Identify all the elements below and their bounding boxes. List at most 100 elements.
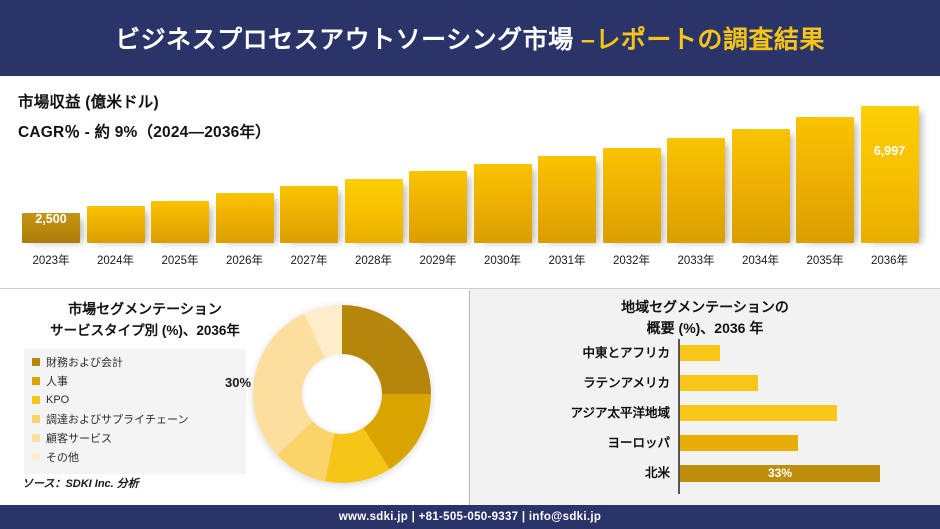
regional-category-label: ヨーロッパ bbox=[607, 436, 670, 450]
revenue-x-axis-label: 2035年 bbox=[806, 255, 844, 267]
page-title: ビジネスプロセスアウトソーシング市場 –レポートの調査結果 bbox=[115, 20, 825, 56]
revenue-bar-column: 2026年 bbox=[215, 193, 274, 267]
regional-bar bbox=[680, 435, 798, 451]
legend-item: 人事 bbox=[32, 373, 240, 389]
revenue-bar bbox=[344, 179, 403, 243]
revenue-bar-column: 2035年 bbox=[796, 117, 854, 267]
segmentation-title-line1: 市場セグメンテーション bbox=[68, 301, 222, 317]
legend-item-label: 調達およびサプライチェーン bbox=[46, 414, 189, 426]
legend-swatch-icon bbox=[32, 453, 40, 461]
regional-bar bbox=[680, 345, 720, 361]
revenue-title-block: 市場収益 (億米ドル) CAGR％ - 約 9%（2024―2036年） bbox=[18, 90, 271, 142]
revenue-chart-title: 市場収益 (億米ドル) bbox=[18, 94, 159, 111]
regional-title-line2: 概要 (%)、2036 年 bbox=[646, 320, 764, 336]
revenue-bar-plot: 2,500 2023年 2024年 2025年 2026年 2027年 2028年 2029年… bbox=[22, 106, 920, 267]
revenue-bar-column: 2032年 bbox=[602, 148, 661, 267]
regional-bar-row: 中東とアフリカ bbox=[470, 339, 940, 367]
revenue-x-axis-label: 2033年 bbox=[677, 255, 715, 267]
regional-category-label: 中東とアフリカ bbox=[582, 346, 670, 360]
revenue-bar-column: 2025年 bbox=[151, 201, 209, 267]
revenue-bar bbox=[667, 138, 725, 243]
revenue-x-axis-label: 2034年 bbox=[741, 255, 780, 267]
legend-item: 調達およびサプライチェーン bbox=[32, 411, 240, 427]
legend-swatch-icon bbox=[32, 358, 40, 366]
revenue-x-axis-label: 2029年 bbox=[419, 255, 457, 267]
revenue-x-axis-label: 2032年 bbox=[612, 255, 651, 267]
donut-callout-value: 30% bbox=[224, 375, 252, 390]
legend-swatch-icon bbox=[32, 396, 40, 404]
revenue-bar: 2,500 bbox=[22, 212, 80, 243]
page-title-accent: –レポートの調査結果 bbox=[581, 26, 825, 54]
revenue-x-axis-label: 2025年 bbox=[161, 255, 199, 267]
revenue-bar: 6,997 bbox=[860, 106, 919, 243]
legend-item-label: 人事 bbox=[46, 376, 68, 388]
revenue-x-axis-label: 2024年 bbox=[96, 255, 135, 267]
revenue-x-axis-label: 2036年 bbox=[870, 255, 909, 267]
regional-category-label: ラテンアメリカ bbox=[583, 376, 670, 390]
revenue-bar bbox=[538, 156, 596, 243]
revenue-x-axis-label: 2028年 bbox=[354, 255, 393, 267]
revenue-bar bbox=[409, 171, 467, 243]
legend-item: その他 bbox=[32, 449, 240, 465]
revenue-x-axis-label: 2023年 bbox=[32, 255, 70, 267]
revenue-bar-column: 2033年 bbox=[667, 138, 725, 267]
segmentation-donut-chart: 30% bbox=[225, 305, 431, 483]
regional-bar bbox=[680, 405, 837, 421]
regional-bar-row: アジア太平洋地域 bbox=[470, 399, 940, 427]
legend-item: KPO bbox=[32, 392, 240, 408]
revenue-bar-column: 2030年 bbox=[473, 164, 532, 267]
source-note: ソース：SDKI Inc. 分析 bbox=[22, 478, 139, 490]
panel-divider bbox=[469, 290, 470, 505]
segmentation-title: 市場セグメンテーション サービスタイプ別 (%)、2036年 bbox=[0, 299, 290, 342]
revenue-bar bbox=[86, 206, 145, 243]
revenue-bar-column: 2024年 bbox=[86, 206, 145, 267]
section-divider bbox=[0, 288, 940, 289]
footer-bar: www.sdki.jp | +81-505-050-9337 | info@sd… bbox=[0, 505, 940, 529]
regional-bar-value: 33% bbox=[767, 466, 793, 480]
revenue-x-axis-label: 2031年 bbox=[548, 255, 586, 267]
revenue-x-axis-label: 2026年 bbox=[225, 255, 264, 267]
legend-swatch-icon bbox=[32, 434, 40, 442]
legend-item: 顧客サービス bbox=[32, 430, 240, 446]
revenue-bar bbox=[796, 117, 854, 243]
revenue-bar-value: 6,997 bbox=[873, 144, 906, 158]
revenue-bar-column: 6,997 2036年 bbox=[860, 106, 919, 267]
regional-bar-plot: 中東とアフリカ ラテンアメリカアジア太平洋地域ヨーロッパ北米 33% bbox=[470, 339, 940, 499]
revenue-bar bbox=[151, 201, 209, 243]
revenue-bar-column: 2,500 2023年 bbox=[22, 212, 80, 267]
regional-segmentation-panel: 地域セグメンテーションの 概要 (%)、2036 年 中東とアフリカ ラテンアメリ… bbox=[470, 289, 940, 505]
regional-category-label: 北米 bbox=[644, 466, 670, 480]
regional-bar-row: ヨーロッパ bbox=[470, 429, 940, 457]
regional-bar: 33% bbox=[680, 465, 880, 482]
revenue-bar-value: 2,500 bbox=[35, 212, 67, 226]
legend-item: 財務および会計 bbox=[32, 354, 240, 370]
revenue-bar-column: 2031年 bbox=[538, 156, 596, 267]
revenue-bar-column: 2034年 bbox=[731, 129, 790, 267]
revenue-bar bbox=[731, 129, 790, 243]
regional-bar-row: 北米 33% bbox=[470, 459, 940, 487]
regional-title-line1: 地域セグメンテーションの bbox=[621, 299, 789, 315]
market-segmentation-panel: 市場セグメンテーション サービスタイプ別 (%)、2036年 財務および会計人事… bbox=[0, 289, 469, 505]
legend-item-label: 顧客サービス bbox=[46, 433, 112, 445]
revenue-bar-column: 2028年 bbox=[344, 179, 403, 267]
revenue-bar bbox=[280, 186, 338, 243]
revenue-chart-panel: 市場収益 (億米ドル) CAGR％ - 約 9%（2024―2036年） 2,5… bbox=[0, 76, 940, 288]
segmentation-title-line2: サービスタイプ別 (%)、2036年 bbox=[50, 322, 240, 338]
segmentation-legend: 財務および会計人事 KPO 調達およびサプライチェーン 顧客サービス その他 bbox=[24, 349, 246, 474]
legend-swatch-icon bbox=[32, 377, 40, 385]
regional-category-label: アジア太平洋地域 bbox=[570, 406, 670, 420]
legend-item-label: その他 bbox=[46, 452, 79, 464]
revenue-x-axis-label: 2027年 bbox=[290, 255, 328, 267]
regional-bar-row: ラテンアメリカ bbox=[470, 369, 940, 397]
regional-bar bbox=[680, 375, 758, 391]
regional-title: 地域セグメンテーションの 概要 (%)、2036 年 bbox=[470, 297, 940, 339]
revenue-bar-column: 2029年 bbox=[409, 171, 467, 267]
revenue-bar bbox=[215, 193, 274, 243]
revenue-bar bbox=[602, 148, 661, 243]
legend-item-label: KPO bbox=[46, 394, 70, 406]
header-banner: ビジネスプロセスアウトソーシング市場 –レポートの調査結果 bbox=[0, 0, 940, 76]
legend-swatch-icon bbox=[32, 415, 40, 423]
regional-axis-line bbox=[678, 339, 680, 494]
revenue-x-axis-label: 2030年 bbox=[483, 255, 522, 267]
donut-hole bbox=[302, 354, 382, 434]
